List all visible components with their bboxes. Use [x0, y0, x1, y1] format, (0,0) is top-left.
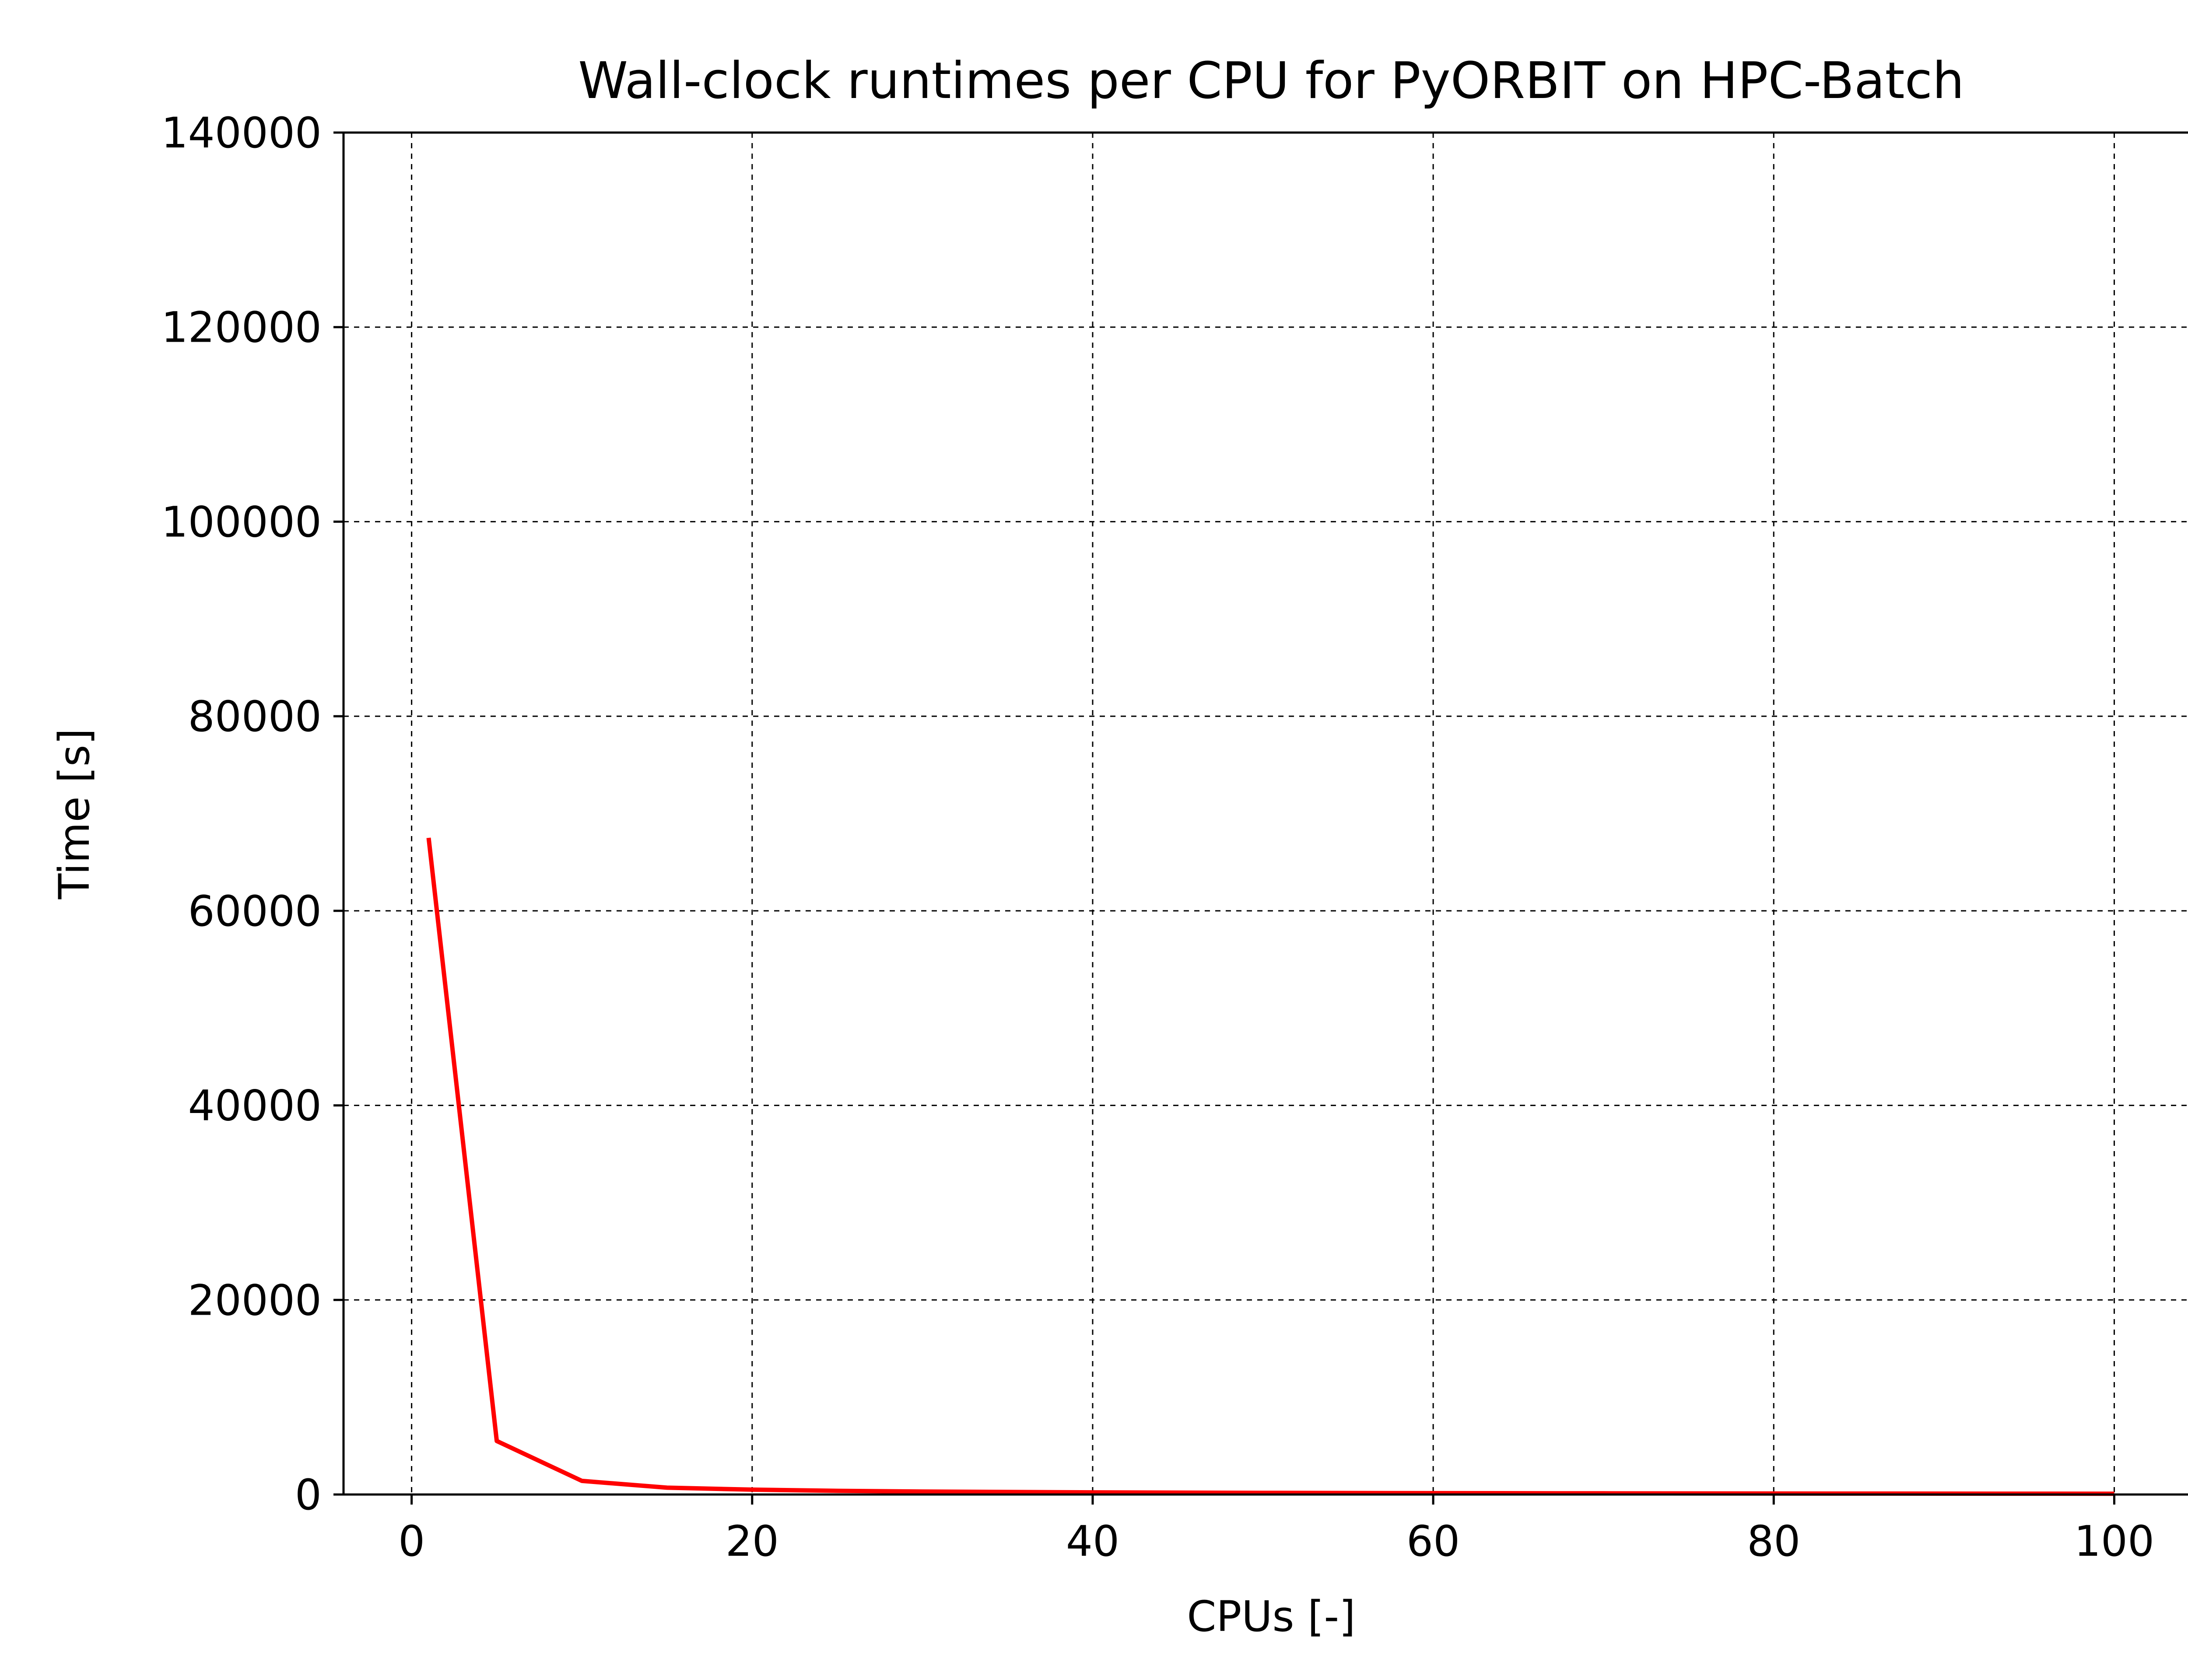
y-tick-label: 140000: [161, 108, 322, 158]
x-axis-ticks: 0 20 40 60 80 100: [398, 1494, 2154, 1566]
x-tick-label: 60: [1406, 1517, 1460, 1566]
x-tick-label: 100: [2074, 1517, 2154, 1566]
plot-area-frame: [342, 131, 2188, 1496]
y-tick-label: 20000: [188, 1276, 322, 1325]
y-tick-label: 60000: [188, 887, 322, 936]
y-tick-label: 120000: [161, 303, 322, 352]
y-axis-ticks: 0 20000 40000 60000 80000 100000 120000 140000: [161, 108, 344, 1519]
x-tick-label: 20: [726, 1517, 779, 1566]
y-axis-label: Time [s]: [50, 728, 99, 900]
x-tick-label: 80: [1747, 1517, 1800, 1566]
y-tick-label: 0: [295, 1470, 322, 1519]
x-tick-label: 40: [1066, 1517, 1119, 1566]
chart-title: Wall-clock runtimes per CPU for PyORBIT …: [578, 52, 1964, 110]
x-tick-label: 0: [398, 1517, 425, 1566]
y-tick-label: 40000: [188, 1082, 322, 1130]
y-tick-label: 100000: [161, 497, 322, 546]
y-tick-label: 80000: [188, 692, 322, 741]
x-axis-label: CPUs [-]: [1187, 1592, 1355, 1641]
